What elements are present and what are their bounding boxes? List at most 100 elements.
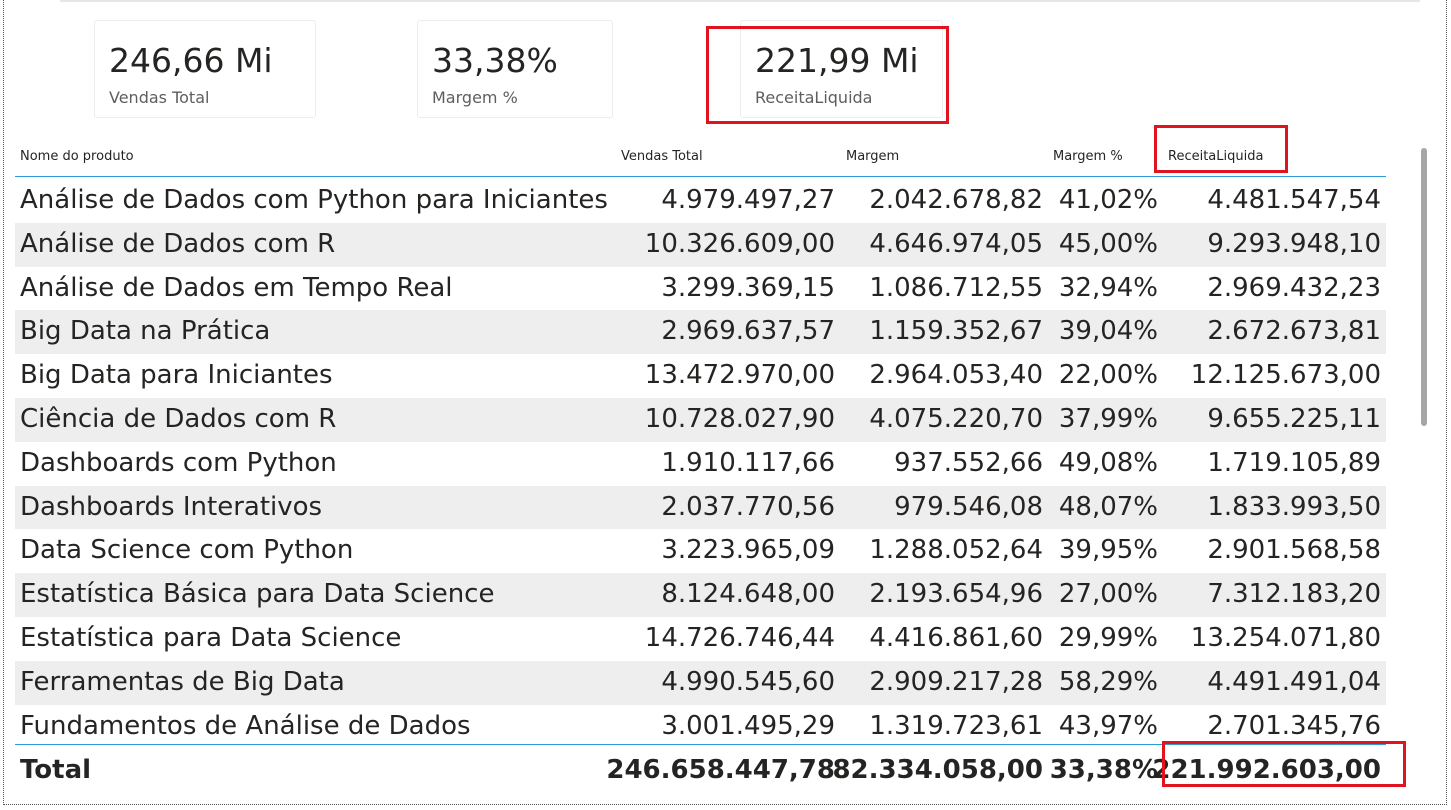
cell-nome-do-produto: Análise de Dados com R <box>20 228 336 259</box>
scrollbar-thumb[interactable] <box>1421 148 1427 426</box>
highlight-box-card <box>706 26 949 124</box>
highlight-box-total <box>1162 741 1406 787</box>
cell-nome-do-produto: Análise de Dados em Tempo Real <box>20 272 453 303</box>
cell-vendas-total: 2.037.770,56 <box>661 491 835 522</box>
table-row[interactable]: Big Data para Iniciantes 13.472.970,00 2.9… <box>15 354 1386 398</box>
card-margem-percent[interactable]: 33,38% Margem % <box>417 20 613 118</box>
cell-receita-liquida: 7.312.183,20 <box>1207 579 1381 610</box>
cell-vendas-total: 8.124.648,00 <box>661 579 835 610</box>
cell-vendas-total: 13.472.970,00 <box>644 360 835 391</box>
cell-margem: 1.159.352,67 <box>869 316 1043 347</box>
cell-receita-liquida: 4.481.547,54 <box>1207 185 1381 215</box>
card-label: ReceitaLiquida <box>755 88 873 107</box>
table-row[interactable]: Dashboards com Python 1.910.117,66 937.552… <box>15 442 1386 486</box>
cell-receita-liquida: 2.672.673,81 <box>1207 316 1381 347</box>
cell-receita-liquida: 2.969.432,23 <box>1207 272 1381 303</box>
cell-margem-percent: 41,02% <box>1058 185 1158 215</box>
table-row[interactable]: Estatística para Data Science 14.726.746,… <box>15 617 1386 661</box>
card-label: Margem % <box>432 88 518 107</box>
cell-margem-percent: 45,00% <box>1058 228 1158 259</box>
table-row[interactable]: Análise de Dados em Tempo Real 3.299.369,… <box>15 267 1386 311</box>
card-value: 221,99 Mi <box>755 41 919 80</box>
cell-margem: 2.042.678,82 <box>869 185 1043 215</box>
cell-receita-liquida: 1.833.993,50 <box>1207 491 1381 522</box>
cell-margem: 2.909.217,28 <box>869 666 1043 697</box>
cell-margem-percent: 39,04% <box>1058 316 1158 347</box>
visual-top-border <box>60 0 1420 2</box>
cell-vendas-total: 2.969.637,57 <box>661 316 835 347</box>
header-divider <box>15 176 1386 177</box>
table-row[interactable]: Estatística Básica para Data Science 8.12… <box>15 573 1386 617</box>
cell-margem-percent: 29,99% <box>1058 622 1158 653</box>
cell-margem: 1.288.052,64 <box>869 535 1043 566</box>
cell-nome-do-produto: Estatística Básica para Data Science <box>20 579 495 610</box>
cell-nome-do-produto: Fundamentos de Análise de Dados <box>20 710 471 741</box>
cell-margem: 979.546,08 <box>894 491 1043 522</box>
cell-margem-percent: 27,00% <box>1058 579 1158 610</box>
report-canvas <box>3 0 1447 805</box>
cell-margem: 1.319.723,61 <box>869 710 1043 741</box>
cell-nome-do-produto: Big Data na Prática <box>20 316 271 347</box>
table-row[interactable]: Fundamentos de Análise de Dados 3.001.495… <box>15 705 1386 749</box>
cell-vendas-total: 1.910.117,66 <box>661 447 835 478</box>
cell-margem-percent: 22,00% <box>1058 360 1158 391</box>
cell-margem: 2.964.053,40 <box>869 360 1043 391</box>
table-row[interactable]: Análise de Dados com R 10.326.609,00 4.646… <box>15 222 1386 267</box>
cell-vendas-total: 10.728.027,90 <box>644 403 835 434</box>
cell-margem-percent: 48,07% <box>1058 491 1158 522</box>
column-header-receita-liquida[interactable]: ReceitaLiquida <box>1168 149 1264 164</box>
column-header-nome-do-produto[interactable]: Nome do produto <box>20 149 134 164</box>
cell-margem-percent: 58,29% <box>1058 666 1158 697</box>
cell-receita-liquida: 9.655.225,11 <box>1207 403 1381 434</box>
cell-margem-percent: 32,94% <box>1058 272 1158 303</box>
cell-nome-do-produto: Ciência de Dados com R <box>20 403 337 434</box>
table-row[interactable]: Análise de Dados com Python para Inician… <box>15 179 1386 223</box>
cell-margem: 4.075.220,70 <box>869 403 1043 434</box>
table-body: Análise de Dados com Python para Inician… <box>15 179 1386 748</box>
total-label: Total <box>20 755 92 785</box>
total-margem: 82.334.058,00 <box>832 755 1043 785</box>
column-header-vendas-total[interactable]: Vendas Total <box>621 149 703 164</box>
cell-nome-do-produto: Análise de Dados com Python para Inician… <box>20 185 608 215</box>
card-label: Vendas Total <box>109 88 210 107</box>
cell-margem-percent: 49,08% <box>1058 447 1158 478</box>
cell-margem-percent: 43,97% <box>1058 710 1158 741</box>
cell-receita-liquida: 4.491.491,04 <box>1207 666 1381 697</box>
column-header-margem[interactable]: Margem <box>846 149 900 164</box>
cell-margem: 1.086.712,55 <box>869 272 1043 303</box>
cell-nome-do-produto: Dashboards Interativos <box>20 491 323 522</box>
cell-receita-liquida: 2.901.568,58 <box>1207 535 1381 566</box>
table-row[interactable]: Data Science com Python 3.223.965,09 1.288… <box>15 529 1386 573</box>
card-value: 33,38% <box>432 41 558 80</box>
cell-nome-do-produto: Ferramentas de Big Data <box>20 666 345 697</box>
card-value: 246,66 Mi <box>109 41 273 80</box>
card-vendas-total[interactable]: 246,66 Mi Vendas Total <box>94 20 316 118</box>
column-header-margem-percent[interactable]: Margem % <box>1053 149 1123 164</box>
cell-receita-liquida: 2.701.345,76 <box>1207 710 1381 741</box>
cell-nome-do-produto: Dashboards com Python <box>20 447 337 478</box>
cell-margem: 4.416.861,60 <box>869 622 1043 653</box>
cell-nome-do-produto: Estatística para Data Science <box>20 622 402 653</box>
table-row[interactable]: Ciência de Dados com R 10.728.027,90 4.075… <box>15 397 1386 442</box>
total-row: Total 246.658.447,78 82.334.058,00 33,38… <box>15 747 1386 793</box>
cell-margem: 2.193.654,96 <box>869 579 1043 610</box>
total-vendas-total: 246.658.447,78 <box>606 755 835 785</box>
table-row[interactable]: Dashboards Interativos 2.037.770,56 979.54… <box>15 485 1386 530</box>
cell-vendas-total: 3.299.369,15 <box>661 272 835 303</box>
table-row[interactable]: Big Data na Prática 2.969.637,57 1.159.352… <box>15 310 1386 355</box>
cell-receita-liquida: 1.719.105,89 <box>1207 447 1381 478</box>
cell-vendas-total: 14.726.746,44 <box>644 622 835 653</box>
cell-receita-liquida: 13.254.071,80 <box>1190 622 1381 653</box>
total-margem-percent: 33,38% <box>1049 755 1158 785</box>
cell-vendas-total: 4.990.545,60 <box>661 666 835 697</box>
card-receita-liquida[interactable]: 221,99 Mi ReceitaLiquida <box>740 20 943 118</box>
total-receita-liquida: 221.992.603,00 <box>1152 755 1381 785</box>
cell-receita-liquida: 12.125.673,00 <box>1190 360 1381 391</box>
cell-receita-liquida: 9.293.948,10 <box>1207 228 1381 259</box>
cell-margem: 4.646.974,05 <box>869 228 1043 259</box>
cell-vendas-total: 3.001.495,29 <box>661 710 835 741</box>
total-divider <box>15 744 1386 745</box>
cell-margem-percent: 39,95% <box>1058 535 1158 566</box>
cell-vendas-total: 3.223.965,09 <box>661 535 835 566</box>
table-row[interactable]: Ferramentas de Big Data 4.990.545,60 2.909… <box>15 660 1386 705</box>
